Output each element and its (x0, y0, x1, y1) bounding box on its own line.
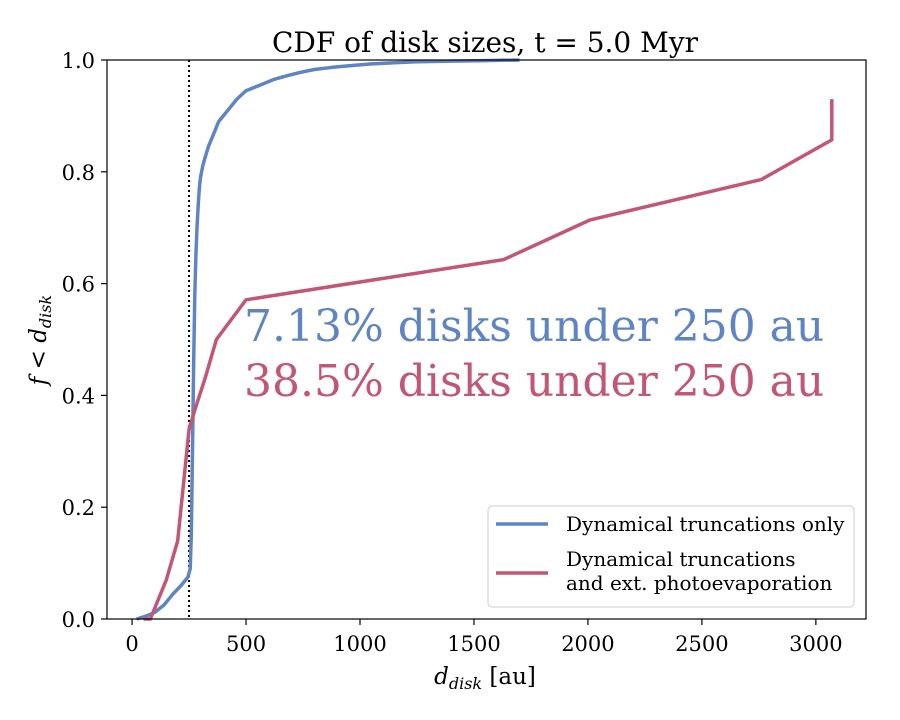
x-tick-label-1000: 1000 (333, 632, 386, 656)
y-tick-label-1: 0.2 (62, 496, 95, 520)
x-tick-label-3000: 3000 (789, 632, 842, 656)
y-tick-label-4: 0.8 (62, 161, 95, 185)
annotation-1: 38.5% disks under 250 au (244, 356, 824, 407)
x-tick-label-500: 500 (226, 632, 266, 656)
y-tick-label-2: 0.4 (62, 384, 95, 408)
legend-label-line-0: Dynamical truncations (566, 547, 795, 571)
legend-label-line-1: and ext. photoevaporation (566, 571, 832, 595)
annotation-0: 7.13% disks under 250 au (244, 301, 824, 352)
legend-frame (487, 505, 855, 608)
y-axis-label: f < ddisk (26, 295, 55, 387)
x-axis-label-unit: [au] (482, 664, 536, 690)
legend: Dynamical truncations only Dynamical tru… (487, 505, 855, 608)
legend-label-photoevaporation: Dynamical truncations and ext. photoevapo… (566, 547, 832, 595)
x-tick-label-2000: 2000 (561, 632, 614, 656)
y-axis-label-main: f < d (26, 328, 52, 387)
x-tick-label-1500: 1500 (447, 632, 500, 656)
y-tick-label-3: 0.6 (62, 273, 95, 297)
x-axis-label-sub: disk (449, 674, 482, 693)
x-axis-label: ddisk [au] (434, 664, 536, 693)
x-tick-label-2500: 2500 (675, 632, 728, 656)
legend-label-dynamical: Dynamical truncations only (566, 512, 845, 536)
series-line-1 (143, 99, 834, 621)
y-tick-label-5: 1.0 (62, 49, 95, 73)
plot-frame (106, 59, 867, 620)
x-axis-label-main: d (434, 664, 449, 690)
series-line-0 (136, 58, 520, 621)
x-tick-label-0: 0 (125, 632, 138, 656)
chart-title: CDF of disk sizes, t = 5.0 Myr (272, 26, 699, 59)
y-tick-label-0: 0.0 (62, 608, 95, 632)
y-axis-label-sub: disk (36, 295, 55, 328)
